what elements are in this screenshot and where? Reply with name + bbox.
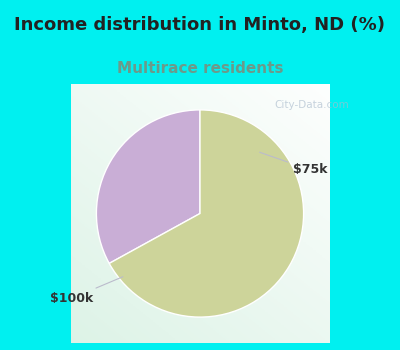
Text: $75k: $75k — [260, 152, 328, 176]
Text: Multirace residents: Multirace residents — [117, 61, 283, 76]
Text: City-Data.com: City-Data.com — [274, 100, 349, 110]
Text: $100k: $100k — [50, 277, 123, 305]
Text: Income distribution in Minto, ND (%): Income distribution in Minto, ND (%) — [14, 16, 386, 34]
Wedge shape — [96, 110, 200, 264]
Wedge shape — [109, 110, 304, 317]
